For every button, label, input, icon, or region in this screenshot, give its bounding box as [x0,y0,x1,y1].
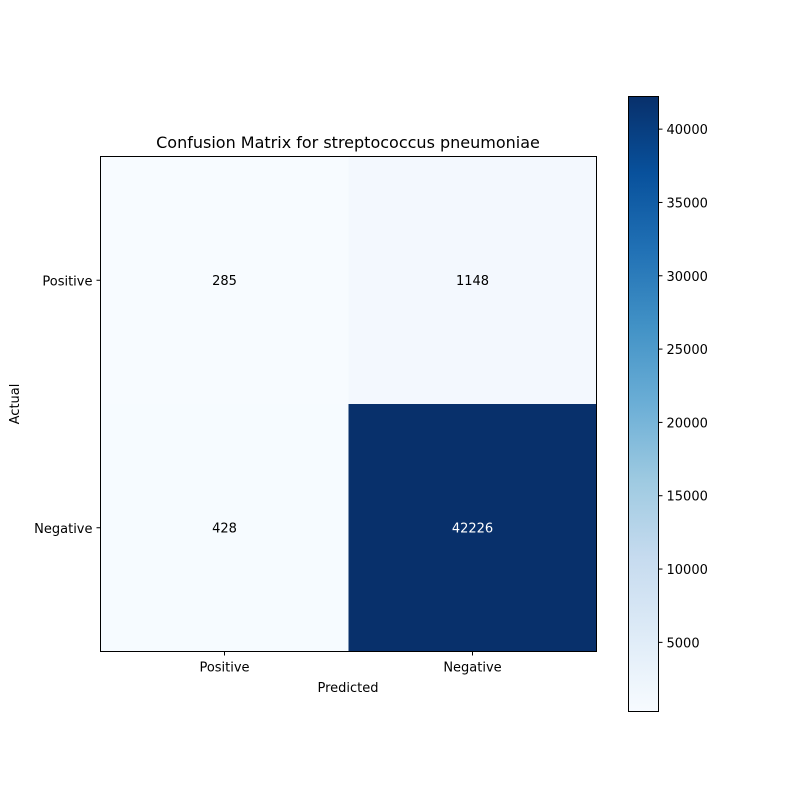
chart-title: Confusion Matrix for streptococcus pneum… [156,133,540,152]
heatmap-cell [348,156,597,404]
cell-value-label: 42226 [452,521,493,536]
cell-value-label: 285 [212,274,237,289]
x-tick-label: Negative [443,661,501,676]
y-axis-label: Actual [8,384,23,425]
colorbar-tick-label: 15000 [667,490,708,505]
colorbar-tick-label: 30000 [667,270,708,285]
cell-value-label: 428 [212,521,237,536]
y-axis-ticks: Positive Negative [34,274,101,537]
colorbar-tick-label: 40000 [667,123,708,138]
x-axis-ticks: Positive Negative [199,651,502,676]
x-axis-label: Predicted [317,681,378,696]
heatmap-cell [100,156,349,404]
heatmap-cell [100,404,349,652]
colorbar-ticks: 5000 10000 15000 20000 25000 30000 35000 40000 [658,123,708,651]
y-tick-label: Negative [34,522,92,537]
plot-frame [100,156,597,652]
colorbar-tick-label: 35000 [667,196,708,211]
x-tick-label: Positive [199,661,249,676]
colorbar-tick-label: 10000 [667,563,708,578]
colorbar-tick-label: 25000 [667,343,708,358]
colorbar-tick-label: 5000 [667,636,700,651]
heatmap-cells: 285 1148 428 42226 [100,156,597,652]
cell-value-label: 1148 [456,274,489,289]
colorbar [628,96,659,712]
colorbar-tick-label: 20000 [667,416,708,431]
y-tick-label: Positive [42,274,92,289]
heatmap-cell [348,404,597,652]
